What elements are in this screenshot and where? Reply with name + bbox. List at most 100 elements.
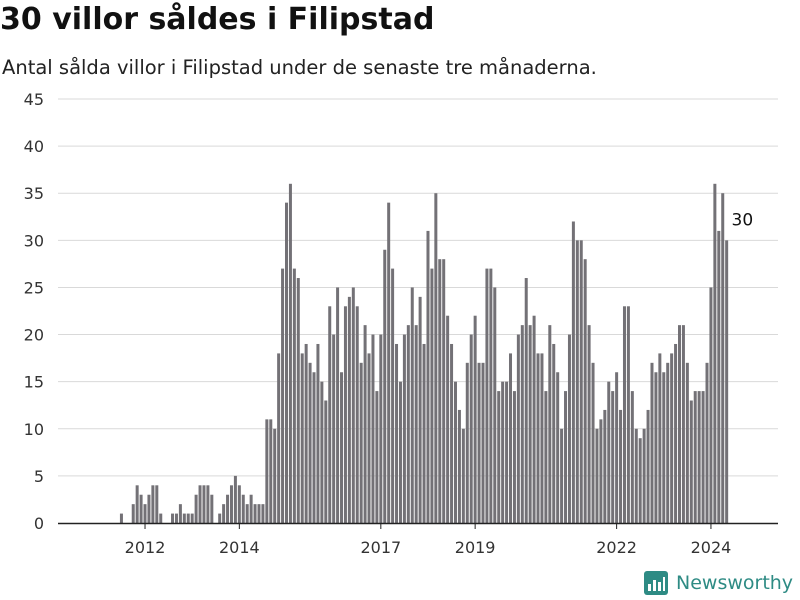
bar	[363, 325, 367, 523]
bar	[202, 485, 206, 523]
bar	[725, 240, 729, 524]
bar	[285, 202, 288, 523]
bar	[446, 315, 450, 523]
bar	[292, 268, 296, 523]
bar	[666, 362, 670, 523]
bar	[501, 381, 505, 523]
bar	[367, 353, 371, 523]
bar	[206, 485, 210, 523]
bar	[119, 513, 123, 523]
bar	[257, 504, 261, 523]
bar	[560, 428, 564, 523]
bar	[493, 287, 497, 523]
bar	[603, 409, 607, 523]
bar	[265, 419, 269, 523]
bar	[308, 362, 312, 523]
bar	[571, 221, 575, 523]
bar	[218, 513, 222, 523]
bar	[383, 249, 387, 523]
bar	[351, 287, 355, 523]
bar	[497, 391, 501, 523]
bar	[544, 391, 548, 523]
bar	[174, 513, 178, 523]
bar	[642, 428, 646, 523]
bar	[678, 325, 681, 523]
bar	[159, 513, 163, 523]
bar	[516, 334, 520, 523]
y-tick-label: 0	[34, 514, 44, 533]
bar	[226, 494, 230, 523]
bar	[674, 343, 678, 523]
bar	[131, 504, 135, 523]
chart-title: 30 villor såldes i Filipstad	[0, 2, 435, 37]
bar	[375, 391, 379, 523]
bar	[406, 325, 410, 523]
chart-subtitle: Antal sålda villor i Filipstad under de …	[2, 56, 597, 79]
x-tick-label: 2024	[691, 538, 732, 557]
bar	[721, 193, 725, 523]
bar	[422, 343, 426, 523]
bar	[277, 353, 281, 523]
bar	[328, 306, 332, 523]
bar	[402, 334, 406, 523]
bar	[564, 391, 568, 523]
bar	[658, 353, 662, 523]
x-tick-label: 2019	[455, 538, 496, 557]
bar	[249, 494, 253, 523]
bar	[371, 334, 375, 523]
bar	[324, 400, 328, 523]
bar	[453, 381, 457, 523]
brand-name: Newsworthy	[676, 572, 794, 594]
bar	[713, 183, 717, 524]
bar	[457, 409, 461, 523]
bar	[646, 409, 650, 523]
bar	[575, 240, 579, 524]
bar	[241, 494, 245, 523]
x-tick-label: 2017	[360, 538, 401, 557]
bar	[143, 504, 147, 523]
bar	[485, 268, 489, 523]
y-tick-label: 45	[24, 90, 44, 109]
bar	[450, 343, 454, 523]
bar	[147, 494, 151, 523]
bar	[670, 353, 674, 523]
bar	[190, 513, 194, 523]
bar	[387, 202, 391, 523]
bar	[705, 362, 709, 523]
bar	[615, 372, 619, 523]
bar	[178, 504, 182, 523]
bar	[379, 334, 383, 523]
bar	[512, 391, 516, 523]
bar-chart-logo-icon	[644, 571, 668, 595]
bar	[288, 183, 292, 524]
bar	[528, 325, 532, 523]
bar	[300, 353, 304, 523]
bar	[611, 391, 615, 523]
bar	[245, 504, 249, 523]
bar	[171, 513, 175, 523]
bar	[222, 504, 226, 523]
bar	[524, 278, 528, 523]
bar	[481, 362, 485, 523]
bar	[709, 287, 713, 523]
bar	[182, 513, 186, 523]
bar	[630, 391, 634, 523]
bar	[237, 485, 241, 523]
newsworthy-logo: Newsworthy	[644, 568, 793, 598]
bar	[438, 259, 442, 523]
bar	[410, 287, 414, 523]
bar	[434, 193, 438, 523]
bar	[654, 372, 658, 523]
data-label: 30	[732, 210, 754, 230]
bar	[587, 325, 591, 523]
y-tick-label: 35	[24, 184, 44, 203]
bar	[430, 268, 434, 523]
bar	[296, 278, 300, 523]
bar	[536, 353, 540, 523]
bar	[343, 306, 347, 523]
bar	[261, 504, 265, 523]
bar	[320, 381, 324, 523]
bar	[395, 343, 399, 523]
bar	[489, 268, 493, 523]
bar	[595, 428, 599, 523]
